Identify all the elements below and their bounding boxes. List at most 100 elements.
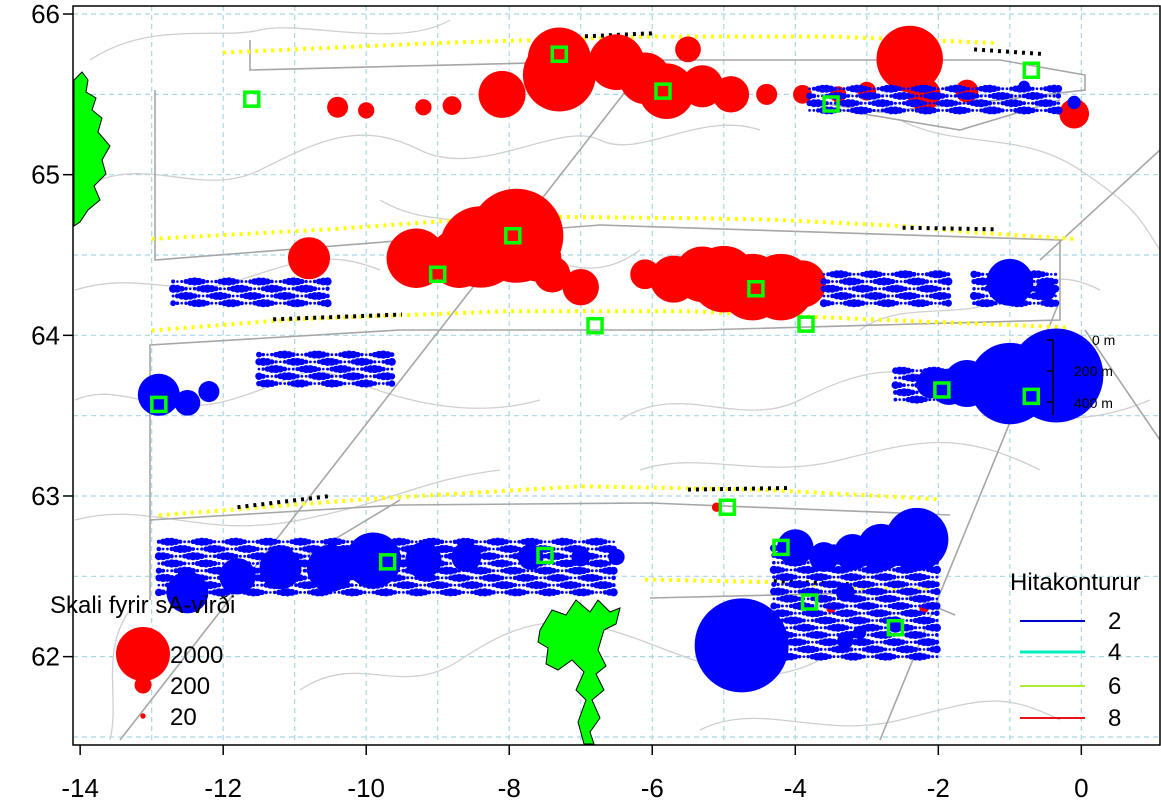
sa-echo-blue bbox=[491, 590, 496, 595]
sa-echo-blue bbox=[891, 381, 900, 390]
sa-echo-blue bbox=[1024, 381, 1033, 389]
sa-echo-blue bbox=[439, 539, 445, 544]
track-mid-yellow bbox=[151, 214, 1075, 241]
x-tick-label: -6 bbox=[641, 773, 664, 803]
sa-echo-blue bbox=[434, 538, 442, 546]
sa-echo-blue bbox=[1000, 383, 1005, 387]
sa-echo-blue bbox=[919, 94, 923, 98]
sa-echo-blue bbox=[929, 638, 937, 646]
sa-echo-blue bbox=[832, 611, 836, 615]
sa-echo-blue bbox=[542, 582, 548, 588]
sa-echo-blue bbox=[509, 540, 513, 544]
sa-echo-blue bbox=[911, 109, 914, 112]
sa-echo-blue bbox=[828, 554, 832, 557]
sa-echo-blue bbox=[389, 583, 392, 587]
sa-echo-blue bbox=[841, 561, 844, 565]
sa-echo-blue bbox=[360, 367, 364, 371]
sa-echo-blue bbox=[931, 554, 934, 557]
sa-echo-blue bbox=[287, 367, 291, 371]
sa-echo-blue bbox=[921, 632, 927, 638]
sa-echo-blue bbox=[306, 590, 312, 595]
depth-label-400: 400 m bbox=[1074, 395, 1113, 411]
sa-echo-blue bbox=[1022, 101, 1027, 106]
sa-echo-blue bbox=[879, 546, 883, 551]
sa-echo-blue bbox=[371, 590, 376, 595]
sa-echo-blue bbox=[236, 294, 239, 298]
sa-echo-blue bbox=[910, 93, 915, 99]
sa-echo-blue bbox=[511, 545, 519, 553]
sa-echo-blue bbox=[814, 567, 820, 573]
sa-echo-blue bbox=[261, 367, 265, 371]
sa-echo-blue bbox=[905, 619, 909, 622]
sa-echo-blue bbox=[844, 618, 849, 623]
sa-echo-blue bbox=[866, 597, 870, 601]
sa-echo-blue bbox=[818, 582, 824, 587]
sa-echo-blue bbox=[1035, 383, 1039, 387]
sa-echo-blue bbox=[582, 583, 586, 587]
sa-echo-blue bbox=[941, 109, 944, 112]
sa-echo-blue bbox=[578, 540, 581, 544]
sa-echo-blue bbox=[191, 583, 195, 587]
sa-echo-blue bbox=[307, 554, 311, 558]
sa-echo-blue bbox=[906, 87, 910, 91]
sa-echo-blue bbox=[178, 576, 182, 580]
sa-echo-blue bbox=[854, 568, 857, 572]
sa-echo-blue bbox=[936, 108, 941, 113]
sa-echo-blue bbox=[208, 576, 212, 580]
size-legend-label-200: 200 bbox=[170, 673, 210, 700]
sa-echo-blue bbox=[221, 583, 225, 587]
sa-echo-blue bbox=[1009, 292, 1016, 300]
sa-echo-blue bbox=[248, 301, 252, 305]
sa-echo-blue bbox=[846, 293, 853, 299]
sa-echo-blue bbox=[1056, 390, 1061, 395]
sa-echo-blue bbox=[780, 640, 784, 644]
sa-echo-blue bbox=[311, 554, 316, 559]
sa-echo-blue bbox=[500, 590, 504, 594]
sa-echo-blue bbox=[919, 391, 923, 394]
sa-echo-blue bbox=[984, 391, 987, 394]
sa-echo-blue bbox=[529, 574, 536, 581]
sa-echo-blue bbox=[947, 99, 955, 107]
sa-echo-blue bbox=[378, 545, 386, 553]
sa-echo-blue bbox=[994, 280, 998, 284]
sa-echo-blue bbox=[348, 566, 356, 575]
sa-echo-blue bbox=[160, 589, 167, 596]
sa-echo-blue bbox=[1033, 367, 1041, 375]
sa-echo-blue bbox=[819, 604, 823, 608]
sa-echo-blue bbox=[902, 87, 906, 91]
sa-echo-blue bbox=[436, 590, 440, 594]
sa-echo-blue bbox=[216, 582, 222, 588]
sa-echo-blue bbox=[607, 554, 612, 559]
sa-echo-blue bbox=[174, 590, 178, 595]
sa-echo-blue bbox=[180, 301, 183, 305]
sa-echo-blue bbox=[830, 580, 838, 589]
sa-echo-blue bbox=[368, 352, 373, 357]
sa-echo-blue bbox=[886, 573, 894, 581]
sa-echo-blue bbox=[862, 284, 871, 293]
sa-echo-blue bbox=[286, 562, 289, 565]
sa-echo-blue bbox=[970, 270, 978, 278]
sa-echo-blue bbox=[238, 590, 242, 594]
sa-echo-blue bbox=[871, 270, 880, 279]
sa-echo-blue bbox=[350, 562, 354, 565]
sa-echo-blue bbox=[822, 573, 829, 581]
sa-echo-blue bbox=[836, 597, 840, 601]
sa-echo-blue bbox=[580, 546, 587, 552]
sa-echo-blue bbox=[979, 390, 984, 395]
sa-echo-blue bbox=[930, 597, 935, 601]
sa-echo-blue bbox=[975, 86, 979, 91]
sa-echo-blue bbox=[845, 640, 849, 644]
sa-echo-blue bbox=[776, 596, 781, 601]
sa-echo-blue bbox=[169, 546, 174, 552]
sa-echo-blue bbox=[899, 280, 903, 283]
sa-echo-blue bbox=[502, 560, 510, 567]
sa-echo-blue bbox=[427, 547, 431, 551]
sa-echo-blue bbox=[823, 568, 827, 572]
sa-echo-blue bbox=[1005, 87, 1009, 91]
sa-echo-blue bbox=[841, 619, 844, 622]
sa-echo-blue bbox=[819, 626, 823, 630]
sa-echo-blue bbox=[556, 547, 560, 551]
sa-echo-blue bbox=[337, 380, 344, 387]
sa-echo-blue bbox=[811, 561, 814, 564]
sa-echo-blue bbox=[353, 539, 359, 544]
